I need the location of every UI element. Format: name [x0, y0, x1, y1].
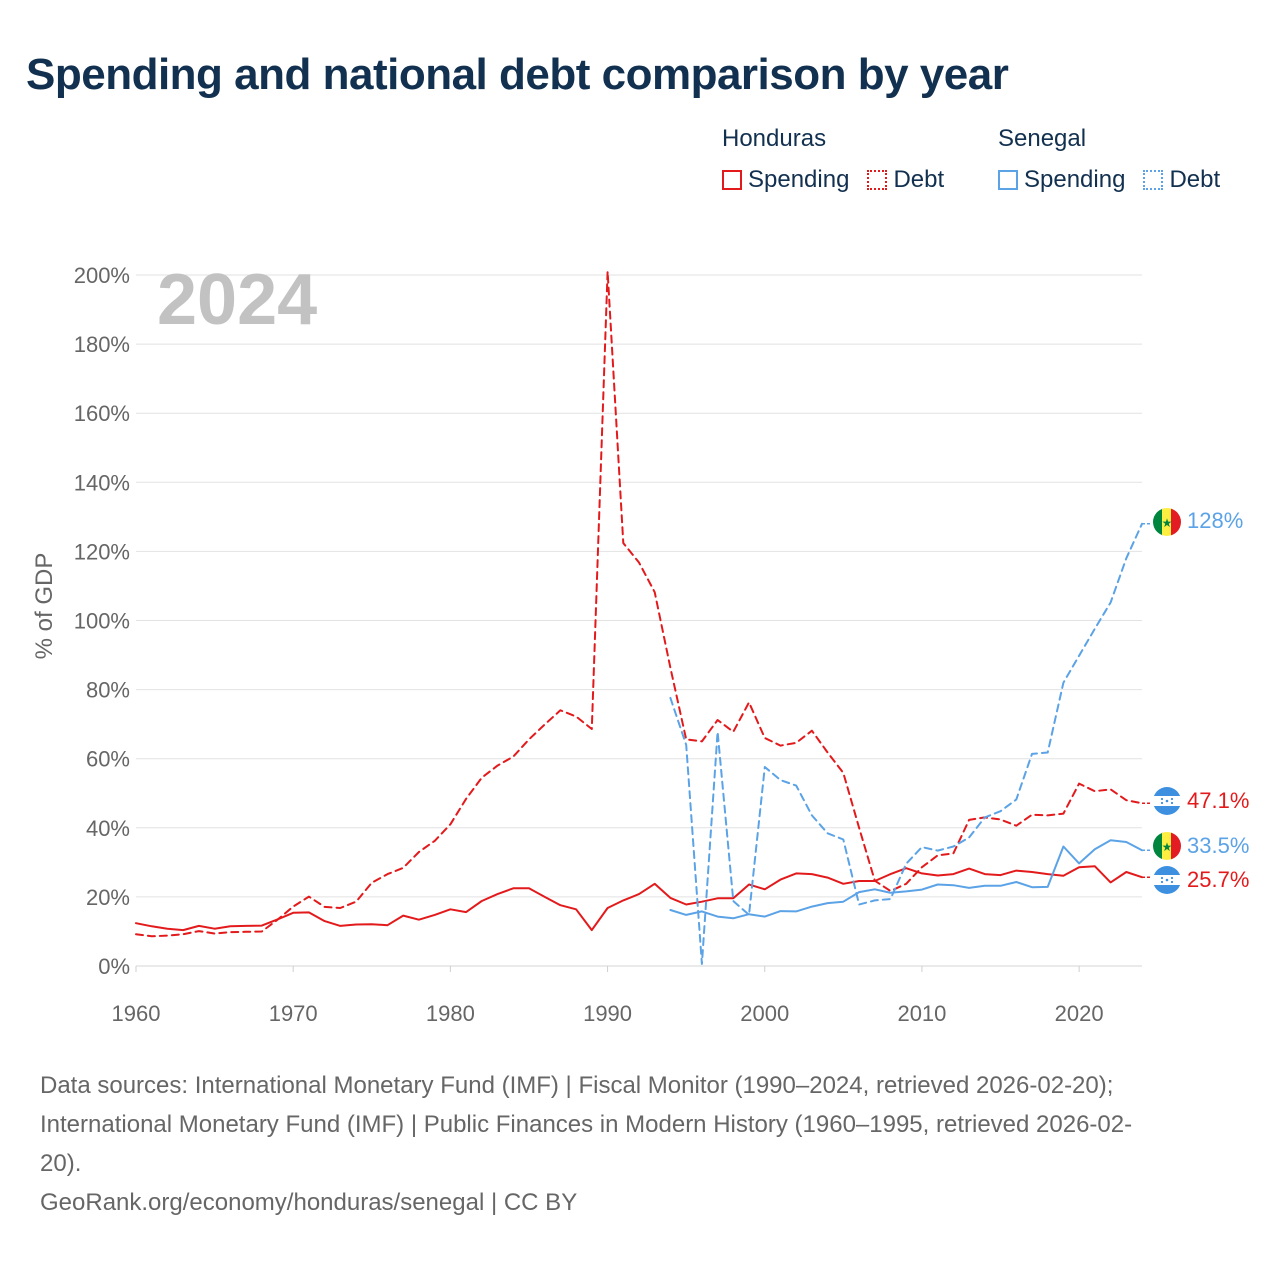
x-tick-label: 1980	[426, 1001, 475, 1026]
x-tick-label: 2000	[740, 1001, 789, 1026]
end-label-honduras-debt: 47.1%	[1187, 788, 1249, 813]
x-tick-label: 2020	[1055, 1001, 1104, 1026]
source-line: 20).	[40, 1150, 82, 1177]
y-tick-label: 40%	[86, 816, 130, 841]
legend-item-honduras-spending[interactable]: Spending	[722, 166, 849, 194]
legend-group-senegal: Senegal Spending Debt	[998, 124, 1238, 194]
svg-text:★: ★	[1162, 516, 1173, 530]
y-tick-label: 80%	[86, 678, 130, 703]
legend-group-name: Senegal	[998, 125, 1087, 152]
y-tick-label: 160%	[74, 401, 130, 426]
x-tick-label: 2010	[897, 1001, 946, 1026]
y-tick-label: 100%	[74, 609, 130, 634]
legend-item-senegal-spending[interactable]: Spending	[998, 166, 1125, 194]
year-watermark: 2024	[157, 260, 317, 340]
honduras-flag-icon	[1153, 787, 1181, 815]
source-line: International Monetary Fund (IMF) | Publ…	[40, 1111, 1133, 1138]
legend-swatch-dashed	[1143, 170, 1164, 190]
end-label-senegal-debt: 128%	[1187, 508, 1243, 533]
svg-text:★: ★	[1162, 840, 1173, 854]
y-tick-label: 60%	[86, 747, 130, 772]
legend-group-honduras: Honduras Spending Debt	[722, 124, 962, 194]
senegal-flag-icon: ★	[1153, 832, 1181, 860]
legend-item-honduras-debt[interactable]: Debt	[867, 166, 944, 194]
legend-label: Spending	[748, 166, 850, 193]
end-label-honduras-spending: 25.7%	[1187, 867, 1249, 892]
source-line: Data sources: International Monetary Fun…	[40, 1072, 1114, 1099]
y-tick-label: 200%	[74, 263, 130, 288]
end-label-senegal-spending: 33.5%	[1187, 833, 1249, 858]
y-axis-label: % of GDP	[31, 553, 58, 660]
legend-label: Debt	[893, 166, 945, 193]
series-line-senegal-debt[interactable]	[669, 522, 1143, 965]
honduras-flag-icon	[1153, 866, 1181, 894]
y-tick-label: 20%	[86, 885, 130, 910]
x-tick-label: 1990	[583, 1001, 632, 1026]
chart-title: Spending and national debt comparison by…	[26, 50, 1009, 99]
legend-group-name: Honduras	[722, 125, 827, 152]
legend-swatch-solid	[998, 170, 1018, 190]
line-chart: 0% 20% 40% 60% 80% 100% 120% 140% 160% 180% 200% 19…	[31, 260, 1249, 1026]
x-tick-label: 1960	[112, 1001, 161, 1026]
series-line-senegal-spending[interactable]	[669, 839, 1143, 920]
credit-line: GeoRank.org/economy/honduras/senegal | C…	[40, 1189, 578, 1216]
chart-footer: Data sources: International Monetary Fun…	[40, 1066, 1240, 1222]
senegal-flag-icon: ★	[1153, 508, 1181, 536]
x-tick-label: 1970	[269, 1001, 318, 1026]
y-tick-label: 140%	[74, 470, 130, 495]
legend-swatch-solid	[722, 170, 742, 190]
y-tick-label: 180%	[74, 332, 130, 357]
y-tick-label: 120%	[74, 539, 130, 564]
series-line-honduras-spending[interactable]	[135, 865, 1143, 932]
legend-label: Debt	[1169, 166, 1221, 193]
series-line-honduras-debt[interactable]	[135, 270, 1143, 938]
legend-swatch-dashed	[867, 170, 888, 190]
legend-item-senegal-debt[interactable]: Debt	[1143, 166, 1220, 194]
y-tick-label: 0%	[98, 954, 130, 979]
legend-label: Spending	[1024, 166, 1126, 193]
